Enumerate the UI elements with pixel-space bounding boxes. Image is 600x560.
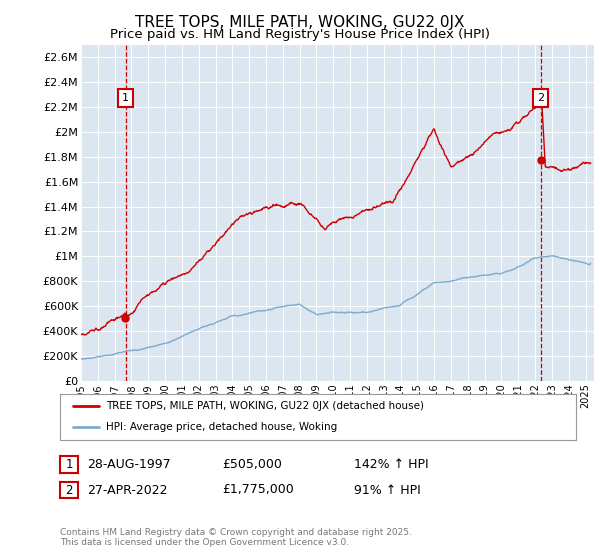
Text: 91% ↑ HPI: 91% ↑ HPI [354, 483, 421, 497]
Text: £505,000: £505,000 [222, 458, 282, 472]
Text: Contains HM Land Registry data © Crown copyright and database right 2025.
This d: Contains HM Land Registry data © Crown c… [60, 528, 412, 547]
Text: HPI: Average price, detached house, Woking: HPI: Average price, detached house, Woki… [106, 422, 338, 432]
Text: £1,775,000: £1,775,000 [222, 483, 294, 497]
Text: 142% ↑ HPI: 142% ↑ HPI [354, 458, 428, 472]
Text: 1: 1 [122, 94, 129, 103]
Text: Price paid vs. HM Land Registry's House Price Index (HPI): Price paid vs. HM Land Registry's House … [110, 28, 490, 41]
Text: 27-APR-2022: 27-APR-2022 [87, 483, 167, 497]
Text: 1: 1 [65, 458, 73, 472]
Text: 2: 2 [537, 94, 544, 103]
Text: 28-AUG-1997: 28-AUG-1997 [87, 458, 170, 472]
Text: TREE TOPS, MILE PATH, WOKING, GU22 0JX: TREE TOPS, MILE PATH, WOKING, GU22 0JX [135, 15, 465, 30]
Text: 2: 2 [65, 483, 73, 497]
Text: TREE TOPS, MILE PATH, WOKING, GU22 0JX (detached house): TREE TOPS, MILE PATH, WOKING, GU22 0JX (… [106, 401, 424, 411]
